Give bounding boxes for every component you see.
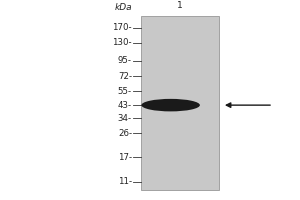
Ellipse shape (141, 99, 200, 111)
Text: 11-: 11- (118, 177, 132, 186)
Text: 95-: 95- (118, 56, 132, 65)
Text: 1: 1 (177, 1, 183, 10)
Text: 34-: 34- (118, 114, 132, 123)
Text: 72-: 72- (118, 72, 132, 81)
Text: kDa: kDa (114, 3, 132, 12)
Text: 130-: 130- (112, 38, 132, 47)
Text: 55-: 55- (118, 87, 132, 96)
Text: 43-: 43- (118, 101, 132, 110)
Bar (141, 16, 219, 190)
Text: 26-: 26- (118, 129, 132, 138)
Text: 17-: 17- (118, 153, 132, 162)
Text: 170-: 170- (112, 23, 132, 32)
